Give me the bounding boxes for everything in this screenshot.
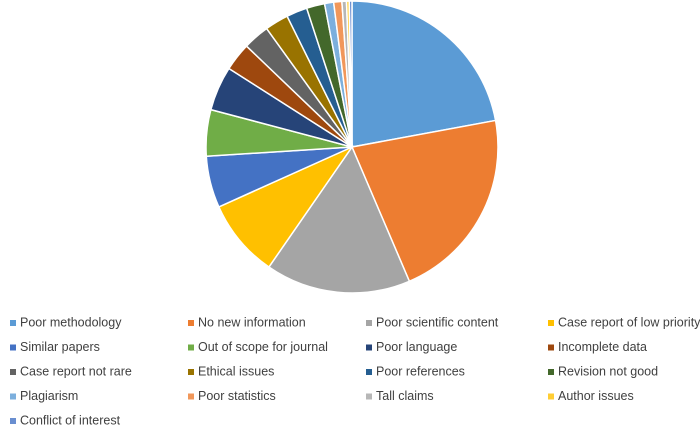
legend-swatch xyxy=(10,418,16,424)
legend-label: Plagiarism xyxy=(20,389,78,403)
legend-label: Revision not good xyxy=(558,364,658,378)
legend-label: Poor references xyxy=(376,364,465,378)
legend-swatch xyxy=(10,369,16,375)
legend-swatch xyxy=(366,369,372,375)
legend-label: Ethical issues xyxy=(198,364,274,378)
legend-label: Conflict of interest xyxy=(20,413,121,427)
legend-swatch xyxy=(366,393,372,400)
legend-label: Case report not rare xyxy=(20,364,132,378)
legend-swatch xyxy=(366,320,372,326)
legend-label: No new information xyxy=(198,315,306,329)
pie-slice xyxy=(350,119,499,283)
legend-swatch xyxy=(10,344,16,351)
legend-swatch xyxy=(548,369,554,375)
legend-label: Case report of low priority xyxy=(558,315,700,329)
legend-label: Poor methodology xyxy=(20,315,122,329)
legend-label: Similar papers xyxy=(20,340,100,354)
legend-label: Out of scope for journal xyxy=(198,340,328,354)
legend-label: Poor statistics xyxy=(198,389,276,403)
legend-label: Incomplete data xyxy=(558,340,647,354)
legend-swatch xyxy=(188,344,194,351)
legend-swatch xyxy=(188,320,194,326)
pie-slice xyxy=(348,0,353,148)
legend-swatch xyxy=(10,393,16,400)
pie-slice xyxy=(267,145,411,294)
legend-swatch xyxy=(10,320,16,326)
legend-swatch xyxy=(548,393,554,400)
legend-label: Poor scientific content xyxy=(376,315,499,329)
legend-label: Tall claims xyxy=(376,389,434,403)
legend-label: Poor language xyxy=(376,340,457,354)
legend-swatch xyxy=(548,320,554,326)
legend-label: Author issues xyxy=(558,389,634,403)
legend-swatch xyxy=(548,344,554,351)
legend-swatch xyxy=(188,393,194,400)
legend-swatch xyxy=(188,369,194,375)
pie-slice xyxy=(351,0,497,148)
legend-swatch xyxy=(366,344,372,351)
